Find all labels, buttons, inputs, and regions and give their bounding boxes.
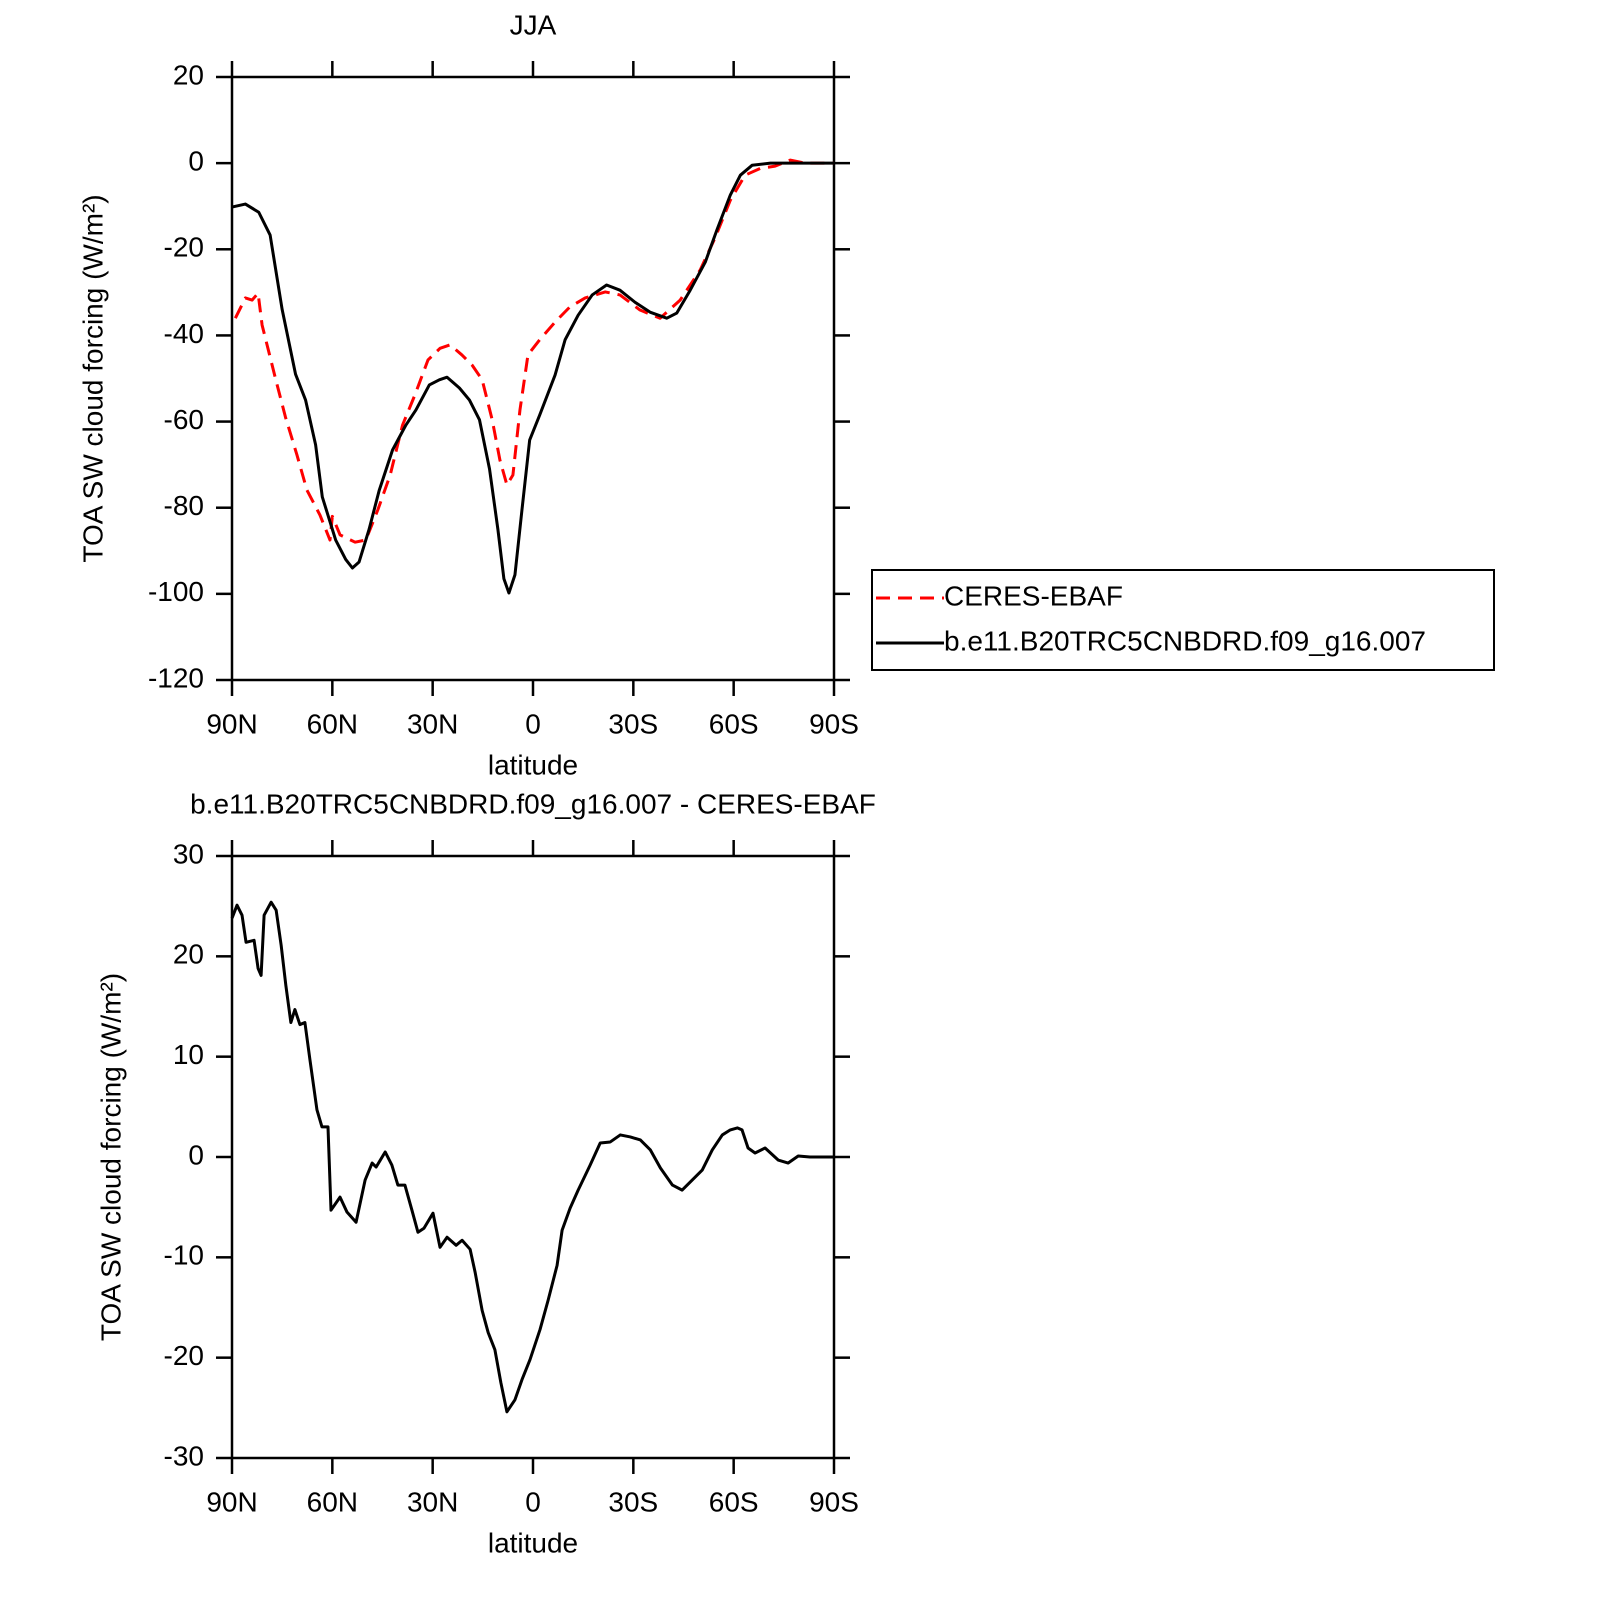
- x-tick-label: 0: [525, 1486, 541, 1517]
- y-tick-label: 0: [188, 146, 204, 177]
- x-tick-label: 30N: [407, 1486, 458, 1517]
- x-tick-label: 60S: [709, 708, 759, 739]
- x-tick-label: 90N: [206, 1486, 257, 1517]
- y-tick-label: -20: [164, 232, 204, 263]
- y-tick-label: -100: [148, 576, 204, 607]
- data-line: [230, 900, 834, 1414]
- legend-label: CERES-EBAF: [944, 580, 1123, 611]
- y-tick-label: -80: [164, 490, 204, 521]
- y-tick-label: 30: [173, 838, 204, 869]
- y-axis-label: TOA SW cloud forcing (W/m²): [95, 973, 126, 1341]
- y-tick-label: -20: [164, 1340, 204, 1371]
- x-axis-label: latitude: [488, 749, 578, 780]
- y-tick-label: 20: [173, 939, 204, 970]
- chart-title: b.e11.B20TRC5CNBDRD.f09_g16.007 - CERES-…: [190, 788, 876, 819]
- y-axis-label: TOA SW cloud forcing (W/m²): [77, 194, 108, 562]
- data-line: [233, 158, 834, 544]
- x-tick-label: 60N: [307, 1486, 358, 1517]
- chart-title: JJA: [510, 9, 557, 40]
- data-line: [231, 161, 834, 595]
- x-tick-label: 90N: [206, 708, 257, 739]
- y-tick-label: -30: [164, 1440, 204, 1471]
- plot-frame: [230, 75, 836, 682]
- y-tick-label: -10: [164, 1240, 204, 1271]
- x-tick-label: 90S: [809, 708, 859, 739]
- y-tick-label: -40: [164, 318, 204, 349]
- x-tick-label: 60N: [307, 708, 358, 739]
- y-tick-label: 20: [173, 59, 204, 90]
- x-tick-label: 30N: [407, 708, 458, 739]
- y-tick-label: -60: [164, 404, 204, 435]
- y-tick-label: 0: [188, 1139, 204, 1170]
- y-tick-label: 10: [173, 1039, 204, 1070]
- legend-box: [871, 569, 1495, 671]
- x-tick-label: 90S: [809, 1486, 859, 1517]
- plot-frame: [230, 854, 836, 1460]
- x-tick-label: 30S: [608, 1486, 658, 1517]
- x-tick-label: 60S: [709, 1486, 759, 1517]
- x-tick-label: 0: [525, 708, 541, 739]
- x-axis-label: latitude: [488, 1527, 578, 1558]
- legend-label: b.e11.B20TRC5CNBDRD.f09_g16.007: [944, 625, 1426, 656]
- y-tick-label: -120: [148, 662, 204, 693]
- x-tick-label: 30S: [608, 708, 658, 739]
